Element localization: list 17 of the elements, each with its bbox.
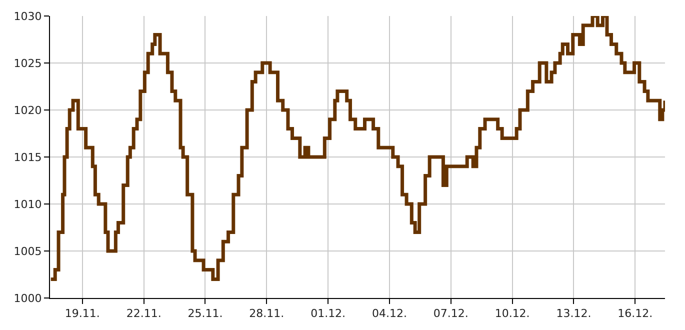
x-tick-label: 13.12.	[556, 307, 592, 320]
y-tick-label: 1015	[14, 150, 42, 164]
x-tick-label: 22.11.	[126, 307, 162, 320]
y-tick-label: 1010	[14, 198, 42, 211]
x-tick-label: 25.11.	[188, 307, 223, 320]
x-tick-label: 19.11.	[64, 307, 100, 320]
x-tick-label: 10.12.	[494, 307, 530, 320]
x-tick-label: 04.12.	[372, 307, 407, 320]
x-tick-label: 01.12.	[310, 307, 346, 320]
y-tick-label: 1000	[14, 292, 42, 305]
x-tick-label: 16.12.	[618, 307, 653, 320]
x-tick-label: 28.11.	[249, 307, 284, 320]
x-tick-label: 07.12.	[433, 307, 468, 320]
y-tick-label: 1005	[14, 244, 42, 258]
y-tick-label: 1025	[14, 56, 42, 70]
y-tick-label: 1030	[14, 10, 42, 23]
y-tick-label: 1020	[14, 104, 42, 117]
